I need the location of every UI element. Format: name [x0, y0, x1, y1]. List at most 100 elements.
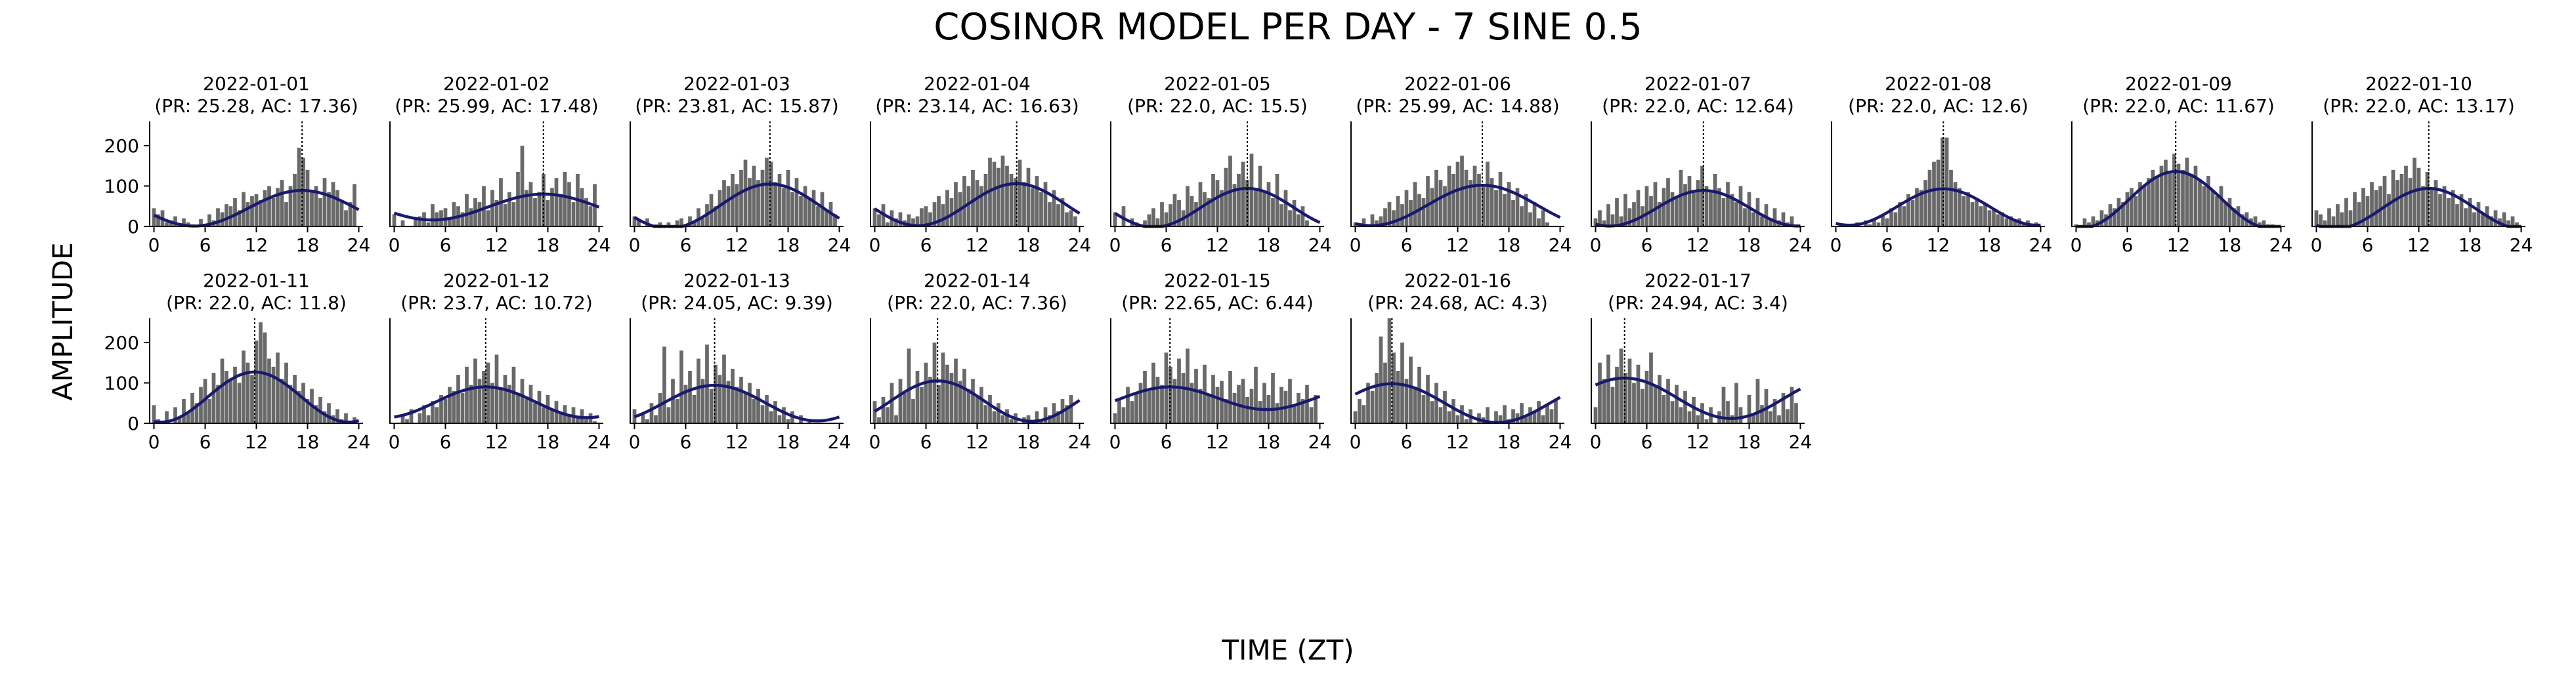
x-tick-label: 24 [1789, 234, 1813, 256]
x-tick-label: 12 [1446, 234, 1470, 256]
x-tick-label: 6 [1161, 234, 1172, 256]
histogram-bar [1632, 383, 1636, 423]
cosinor-fit-curve [393, 192, 600, 222]
histogram-bar [2314, 210, 2319, 226]
histogram-bar [1469, 180, 1472, 226]
histogram-bar [1781, 392, 1786, 423]
histogram-bar [920, 387, 924, 423]
histogram-bar [2344, 198, 2348, 226]
histogram-bar [1292, 405, 1297, 423]
histogram-bar [344, 413, 348, 423]
histogram-bar [2082, 218, 2087, 226]
x-tick-label: 6 [440, 431, 452, 453]
histogram-bar [1245, 180, 1249, 226]
histogram-bar [1121, 206, 1126, 226]
histogram-bar [714, 206, 718, 226]
histogram-bar [1490, 178, 1494, 226]
x-tick-label: 18 [1978, 234, 2002, 256]
histogram-bar [2113, 208, 2116, 226]
histogram-bar [280, 180, 284, 226]
cosinor-fit-curve [874, 182, 1081, 228]
histogram-bar [426, 415, 431, 423]
histogram-bar [414, 218, 418, 226]
histogram-bar [422, 405, 426, 423]
histogram-bar [511, 366, 516, 423]
histogram-bar [1615, 198, 1619, 226]
histogram-bar [932, 342, 937, 423]
x-tick-label: 18 [1738, 431, 1761, 453]
histogram-bar [1537, 401, 1541, 423]
histogram-bar [825, 210, 828, 226]
histogram-bar [954, 182, 958, 226]
histogram-bar [186, 413, 190, 423]
histogram-bar [1554, 399, 1558, 423]
histogram-bar [2253, 216, 2258, 226]
histogram-bar [894, 415, 898, 423]
histogram-bar [431, 204, 435, 226]
histogram-bar [1451, 399, 1455, 423]
histogram-bar [448, 387, 452, 423]
histogram-bar [1228, 371, 1232, 423]
panel-date-title: 2022-01-03 [683, 73, 790, 95]
histogram-bar [697, 208, 700, 226]
histogram-bar [1443, 390, 1447, 423]
histogram-bar [769, 161, 773, 226]
y-tick-label: 0 [127, 413, 139, 434]
histogram-bar [1679, 169, 1683, 226]
x-tick-label: 24 [1549, 234, 1572, 256]
histogram-bar [1598, 210, 1602, 226]
panel-date-title: 2022-01-06 [1404, 73, 1511, 95]
histogram-bar [507, 385, 511, 423]
histogram-bar [1151, 362, 1155, 423]
histogram-bar [322, 178, 327, 226]
histogram-bar [692, 222, 697, 226]
histogram-bar [1494, 411, 1498, 423]
histogram-bar [941, 352, 945, 423]
histogram-bar [1358, 399, 1362, 423]
histogram-bar [1056, 411, 1060, 423]
histogram-bar [2472, 212, 2476, 226]
histogram-bar [1014, 178, 1018, 226]
y-tick-label: 100 [104, 372, 139, 394]
histogram-bar [1126, 387, 1130, 423]
panel-date-title: 2022-01-17 [1644, 270, 1751, 291]
histogram-bar [533, 198, 537, 226]
histogram-bar [1455, 415, 1460, 423]
panel-2022-01-12: 2022-01-12(PR: 23.7, AC: 10.72) 0 6 12 18 24 [389, 270, 611, 453]
histogram-bar [2331, 216, 2336, 226]
histogram-bar [1069, 210, 1073, 226]
histogram-bar [2481, 214, 2485, 226]
panel-2022-01-11: 2022-01-11(PR: 22.0, AC: 11.8) 0 6 12 18 24 0 1… [104, 270, 371, 453]
histogram-bar [1700, 165, 1704, 226]
histogram-bar [1772, 208, 1777, 226]
panel-date-title: 2022-01-16 [1404, 270, 1511, 291]
histogram-bar [400, 415, 405, 423]
histogram-bar [297, 390, 301, 423]
x-tick-label: 12 [1686, 234, 1710, 256]
histogram-bar [2232, 208, 2236, 226]
histogram-bar [392, 214, 397, 226]
histogram-bar [2151, 169, 2155, 226]
histogram-bar [1177, 200, 1181, 226]
x-tick-label: 6 [200, 431, 211, 453]
histogram-bar [1644, 186, 1649, 226]
histogram-bar [1511, 409, 1515, 423]
panel-2022-01-16: 2022-01-16(PR: 24.68, AC: 4.3) 0 6 12 18 24 [1350, 270, 1572, 453]
histogram-bar [675, 399, 679, 423]
cosinor-fit-curve [1354, 183, 1561, 228]
histogram-bar [271, 198, 276, 226]
histogram-bar [1262, 192, 1266, 226]
histogram-bar [979, 186, 983, 226]
histogram-bar [2434, 180, 2438, 226]
histogram-bar [2004, 218, 2009, 226]
histogram-bar [1507, 182, 1511, 226]
histogram-bar [1704, 186, 1709, 226]
histogram-bar [1172, 194, 1177, 226]
histogram-bar [1885, 218, 1889, 226]
histogram-bar [1043, 407, 1048, 423]
panel-parameters-subtitle: (PR: 22.65, AC: 6.44) [1121, 292, 1314, 314]
histogram-bar [1670, 401, 1675, 423]
histogram-bar [156, 214, 160, 226]
histogram-bar [314, 405, 318, 423]
histogram-bar [2447, 198, 2451, 226]
